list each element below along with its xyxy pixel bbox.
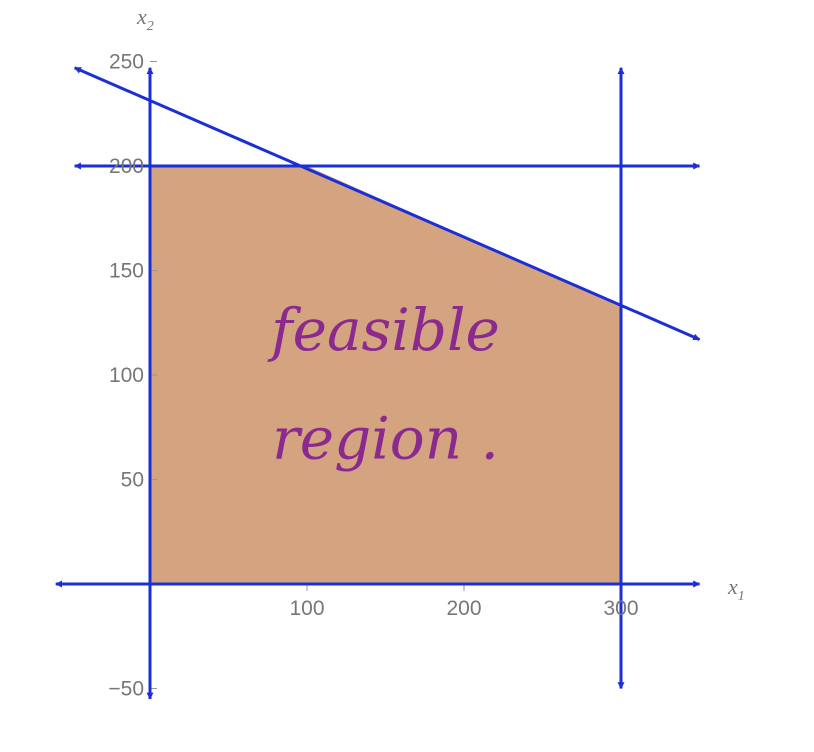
x-tick-label: 100 bbox=[289, 597, 324, 620]
annotation-text: feasible bbox=[267, 296, 500, 364]
y-tick-label: 100 bbox=[109, 364, 144, 387]
y-tick-label: 50 bbox=[121, 469, 144, 492]
y-tick-label: −50 bbox=[108, 678, 144, 701]
x-tick-label: 200 bbox=[446, 597, 481, 620]
y-tick-label: 150 bbox=[109, 260, 144, 283]
annotations: feasible region . bbox=[267, 296, 500, 473]
x-axis-title: x1 bbox=[727, 574, 745, 604]
constraint-lines bbox=[73, 66, 701, 690]
feasible-region bbox=[150, 166, 621, 584]
constraint-line-sloped bbox=[73, 66, 701, 341]
annotation-text: region . bbox=[272, 405, 499, 473]
x-tick-label: 300 bbox=[603, 597, 638, 620]
tick-labels: 100 200 300 −50 50 100 150 200 250 bbox=[108, 51, 638, 701]
y-tick-label: 250 bbox=[109, 51, 144, 74]
y-axis-title: x2 bbox=[136, 4, 154, 34]
y-tick-label: 200 bbox=[109, 155, 144, 178]
